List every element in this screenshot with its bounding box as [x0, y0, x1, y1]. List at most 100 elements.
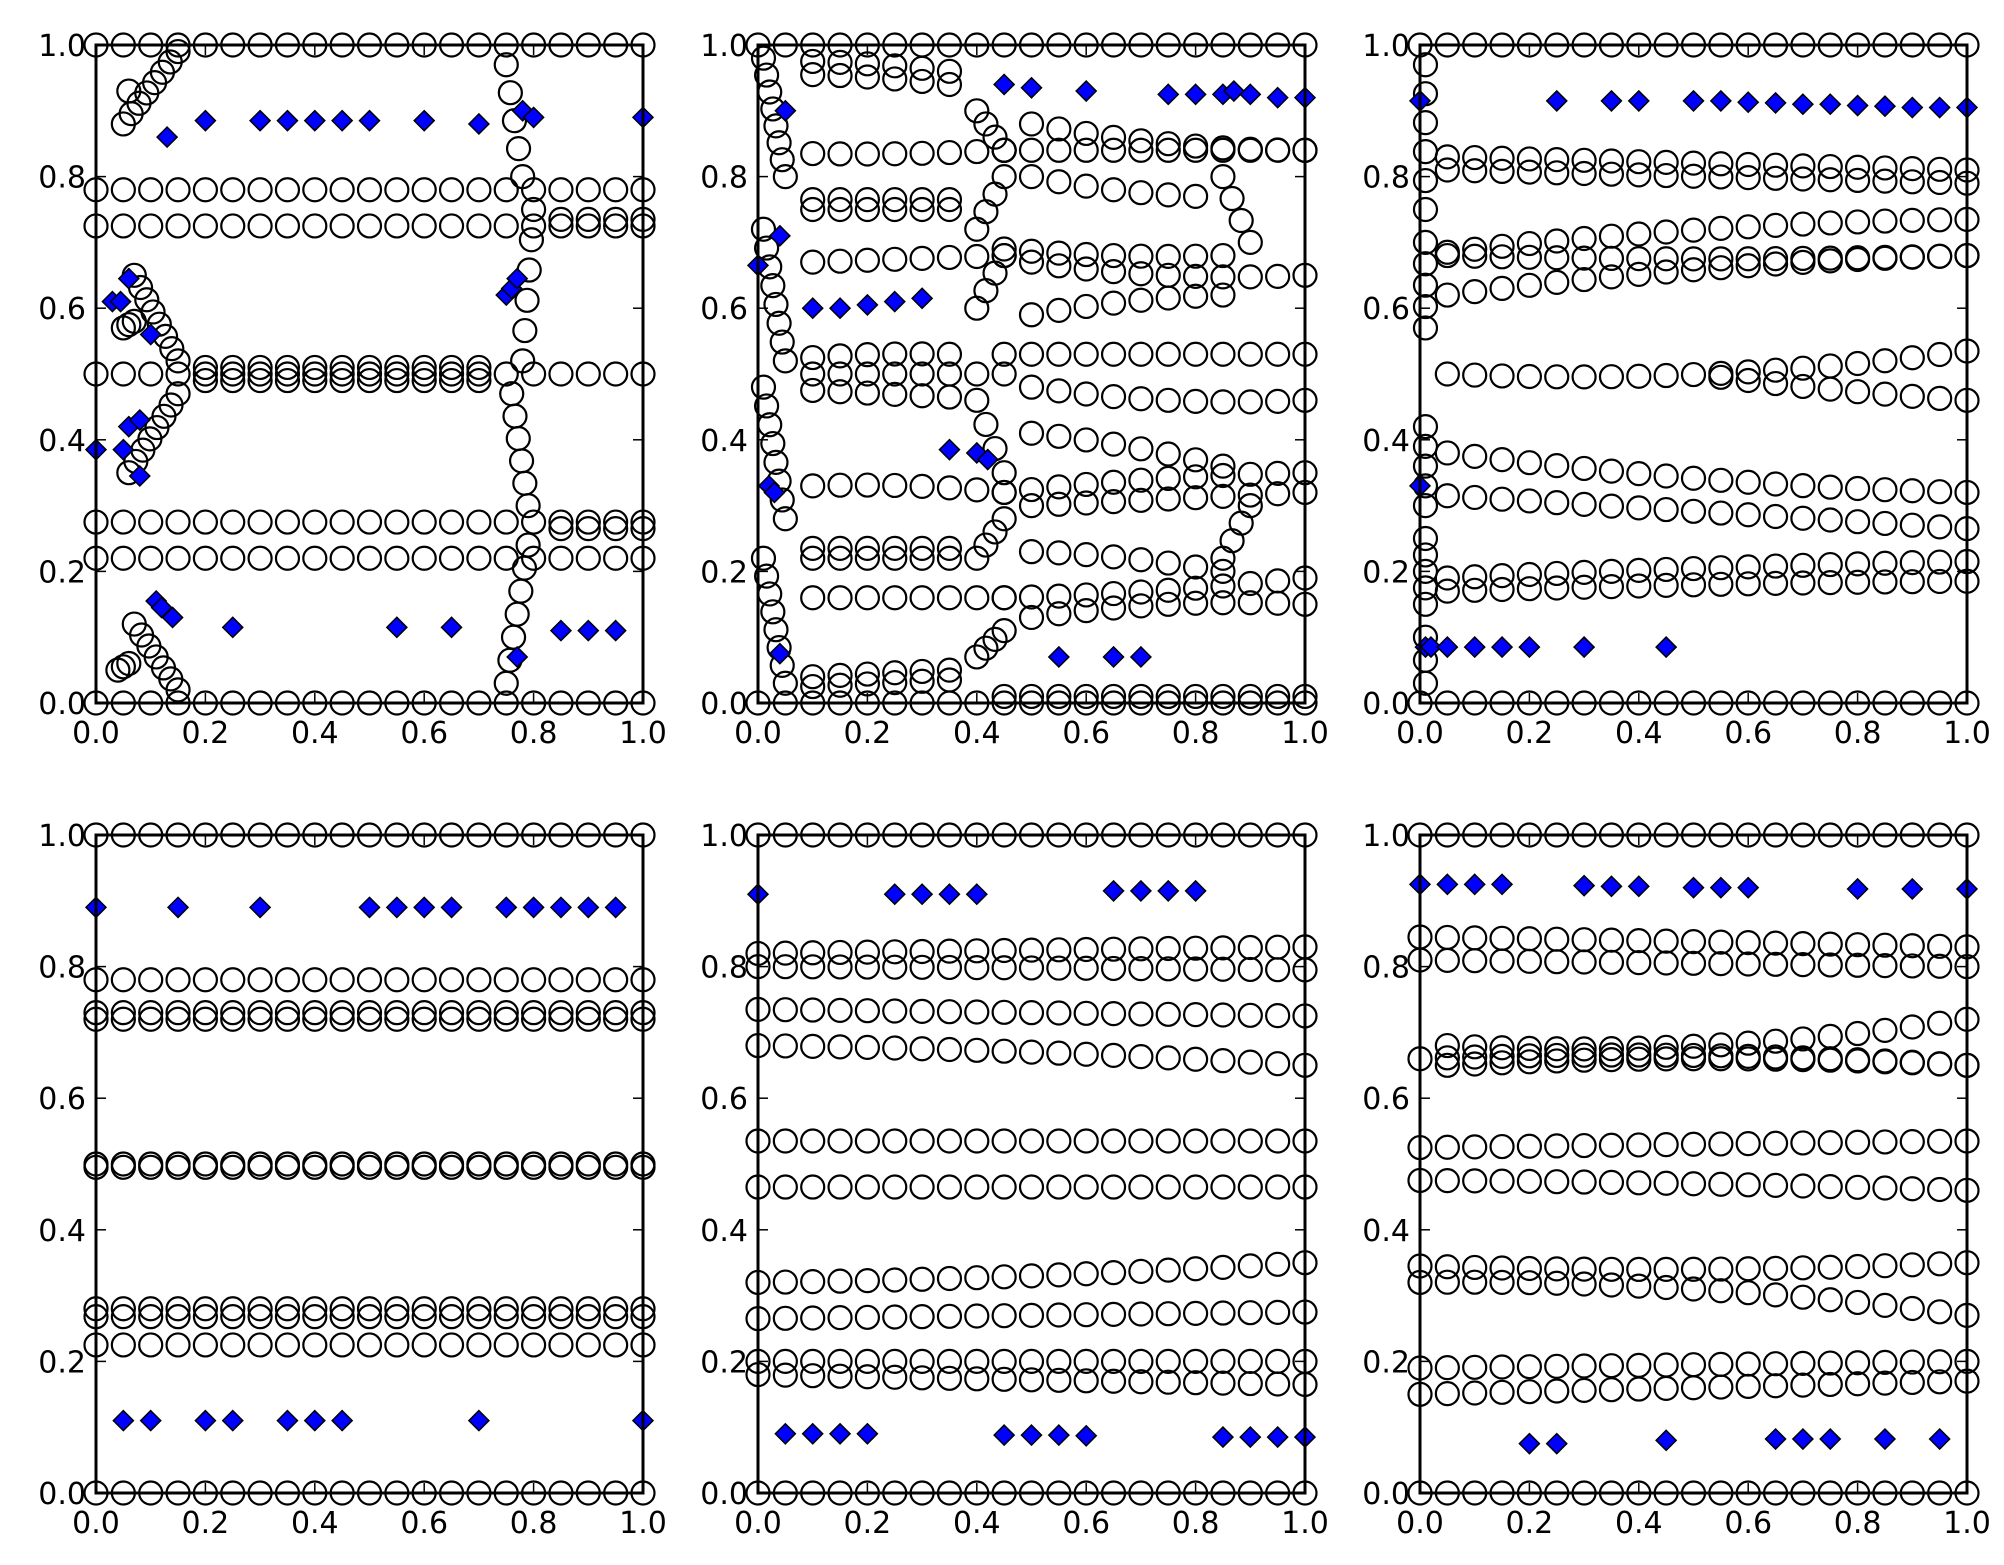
circle-point — [1018, 493, 1045, 519]
circle-point — [1210, 935, 1236, 961]
diamond-point — [1463, 636, 1486, 659]
diamond-point — [276, 1409, 299, 1432]
circle-point — [302, 967, 328, 993]
circle-point — [466, 361, 492, 387]
y-tick-label: 0.0 — [1362, 687, 1410, 722]
circle-point — [827, 187, 853, 213]
circle-point — [329, 1006, 355, 1032]
circle-point — [1598, 1042, 1625, 1068]
circle-point — [1265, 1251, 1291, 1277]
circle-point — [118, 101, 144, 127]
circle-point — [854, 1348, 881, 1375]
circle-point — [1680, 1033, 1707, 1059]
circle-point — [165, 1006, 191, 1032]
circle-point — [772, 506, 798, 532]
circle-point — [1544, 453, 1570, 479]
circle-point — [800, 1174, 826, 1200]
circle-point — [1516, 1255, 1543, 1282]
circle-point — [1544, 1256, 1570, 1282]
circle-point — [1155, 441, 1181, 467]
diamond-point — [166, 896, 190, 919]
circle-point — [302, 1006, 328, 1032]
circle-point — [1018, 111, 1045, 137]
circle-point — [936, 58, 963, 84]
circle-point — [466, 213, 492, 239]
circle-point — [1155, 1045, 1181, 1071]
circle-point — [1434, 1355, 1460, 1381]
y-tick-label: 0.8 — [700, 951, 748, 986]
circle-point — [1210, 1370, 1236, 1396]
circle-point — [1155, 1174, 1181, 1200]
circle-point — [800, 1033, 826, 1059]
circle-point — [116, 650, 142, 677]
diamond-point — [1020, 1424, 1043, 1447]
circle-point — [603, 967, 629, 993]
circle-point — [991, 164, 1017, 190]
circle-point — [936, 196, 963, 223]
circle-point — [575, 213, 601, 239]
circle-point — [882, 1267, 908, 1293]
circle-point — [1265, 568, 1291, 594]
circle-point — [1237, 229, 1263, 255]
circle-point — [1762, 165, 1789, 191]
circle-point — [964, 1366, 990, 1392]
circle-point — [192, 545, 218, 571]
circle-point — [1790, 952, 1816, 978]
circle-point — [1680, 465, 1707, 491]
circle-point — [909, 473, 935, 499]
diamond-point — [1222, 79, 1245, 103]
circle-point — [909, 998, 935, 1024]
circle-point — [575, 516, 601, 542]
x-tick-label: 1.0 — [1281, 1506, 1329, 1541]
circle-point — [1516, 1354, 1543, 1380]
diamond-point — [413, 896, 436, 919]
circle-point — [1927, 479, 1953, 505]
circle-point — [1571, 160, 1597, 187]
circle-point — [575, 206, 601, 232]
diamond-point — [467, 1409, 490, 1432]
diamond-point — [774, 99, 797, 122]
circle-point — [1412, 670, 1439, 696]
circle-point — [1680, 1352, 1707, 1378]
circle-point — [1653, 362, 1679, 389]
circle-point — [1516, 488, 1543, 514]
y-tick-label: 0.0 — [700, 1477, 748, 1512]
circle-point — [1018, 420, 1045, 446]
circle-point — [1128, 936, 1154, 962]
x-tick-label: 0.6 — [400, 1506, 448, 1541]
circle-point — [772, 954, 798, 980]
circle-point — [1073, 381, 1099, 407]
x-tick-label: 0.0 — [1396, 716, 1444, 751]
circle-point — [1516, 1270, 1543, 1296]
circle-point — [1899, 1129, 1925, 1155]
circle-point — [110, 1006, 136, 1032]
circle-point — [1489, 233, 1515, 259]
circle-point — [757, 79, 783, 105]
circle-point — [220, 509, 246, 535]
circle-point — [800, 473, 826, 499]
circle-point — [497, 80, 523, 106]
circle-point — [247, 354, 273, 381]
circle-point — [1489, 948, 1515, 974]
y-tick-label: 1.0 — [700, 29, 748, 64]
circle-point — [800, 187, 826, 213]
diamond-point — [1901, 96, 1924, 119]
circle-point — [1128, 386, 1154, 412]
circle-point — [1073, 471, 1099, 498]
axes-frame — [1418, 833, 1969, 1495]
circle-point — [753, 563, 780, 589]
circle-point — [1817, 1130, 1843, 1156]
circle-point — [1544, 364, 1570, 390]
circle-point — [165, 38, 191, 65]
circle-point — [1073, 120, 1099, 147]
circle-point — [800, 1269, 826, 1295]
circle-point — [1018, 1000, 1045, 1026]
circle-point — [110, 111, 136, 137]
circle-point — [1899, 169, 1925, 195]
circle-point — [1412, 196, 1439, 223]
circle-point — [1128, 1258, 1154, 1284]
circle-point — [247, 367, 273, 394]
circle-point — [1018, 1039, 1045, 1065]
circle-point — [1046, 1174, 1072, 1200]
circle-point — [356, 1296, 383, 1322]
